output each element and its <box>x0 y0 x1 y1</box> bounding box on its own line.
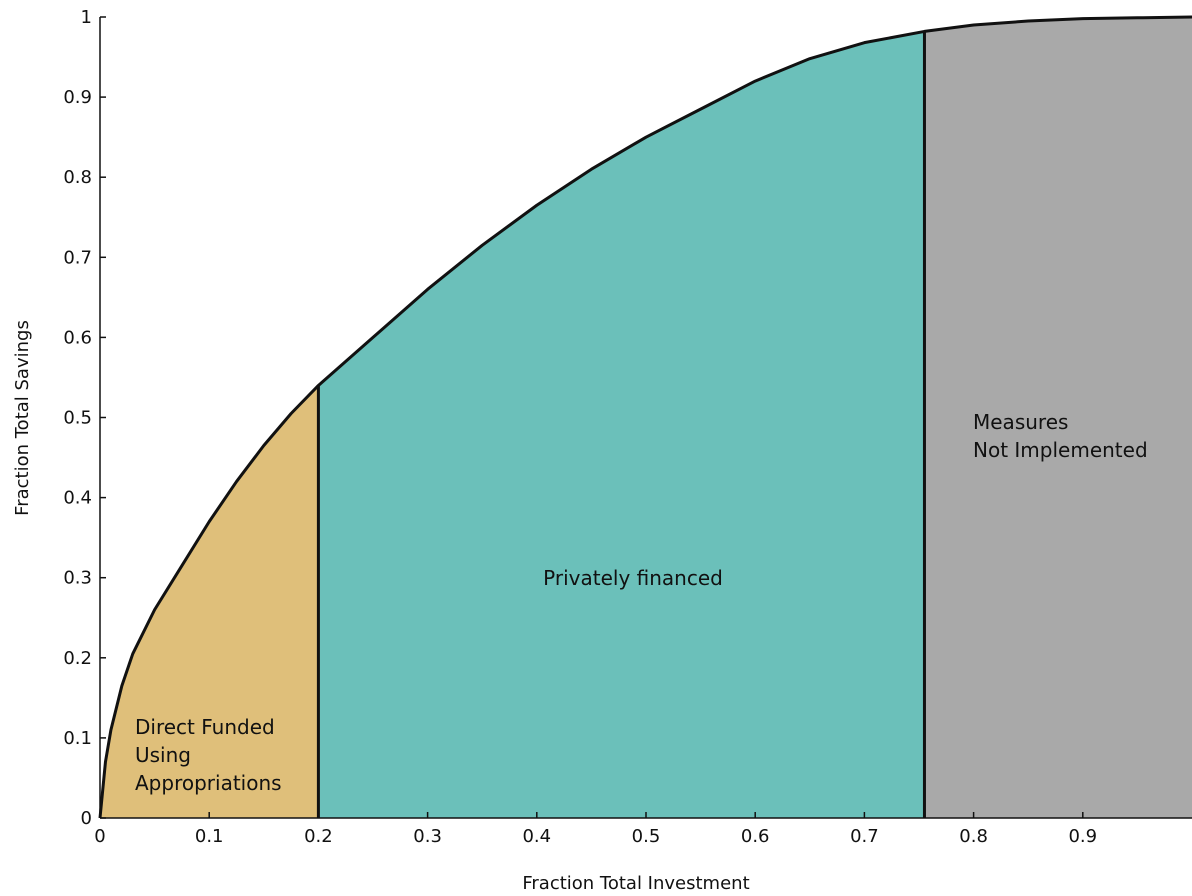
region-label-line: Appropriations <box>135 771 282 795</box>
y-tick-label: 0.4 <box>63 488 92 509</box>
region-area-1 <box>318 31 925 819</box>
x-tick-label: 0.6 <box>741 826 770 847</box>
region-area-2 <box>924 17 1192 818</box>
y-tick-label: 0.9 <box>63 87 92 108</box>
region-label-line: Direct Funded <box>135 715 275 739</box>
region-label-line: Measures <box>973 410 1068 434</box>
x-tick-label: 0.5 <box>632 826 661 847</box>
region-label-line: Using <box>135 743 191 767</box>
x-tick-label: 0.9 <box>1068 826 1097 847</box>
x-axis-label: Fraction Total Investment <box>522 873 749 894</box>
y-tick-label: 0 <box>81 808 92 829</box>
y-tick-label: 0.6 <box>63 327 92 348</box>
y-tick-label: 1 <box>81 7 92 28</box>
region-label-line: Not Implemented <box>973 438 1148 462</box>
x-tick-label: 0.7 <box>850 826 879 847</box>
y-tick-label: 0.7 <box>63 247 92 268</box>
savings-curve-line <box>98 15 1192 819</box>
labels-layer: Direct Funded Using Appropriations Privatel… <box>135 410 1148 795</box>
y-tick-label: 0.5 <box>63 408 92 429</box>
x-tick-label: 0 <box>94 826 105 847</box>
y-tick-label: 0.2 <box>63 648 92 669</box>
y-axis-label: Fraction Total Savings <box>12 320 33 516</box>
x-tick-label: 0.8 <box>959 826 988 847</box>
x-tick-label: 0.3 <box>413 826 442 847</box>
curve-layer <box>98 15 1192 819</box>
y-tick-label: 0.8 <box>63 167 92 188</box>
y-tick-label: 0.1 <box>63 728 92 749</box>
x-tick-label: 0.2 <box>304 826 333 847</box>
axes-layer: 0 0.1 0.2 0.3 0.4 0.5 0.6 0.7 0.8 0.9 0 0.1 0.2 0.3 0.… <box>63 7 1192 847</box>
regions-layer <box>100 17 1192 819</box>
y-tick-label: 0.3 <box>63 568 92 589</box>
x-tick-label: 0.4 <box>522 826 551 847</box>
x-tick-label: 0.1 <box>195 826 224 847</box>
region-label-line: Privately financed <box>543 566 723 590</box>
region-area-0 <box>100 385 319 818</box>
